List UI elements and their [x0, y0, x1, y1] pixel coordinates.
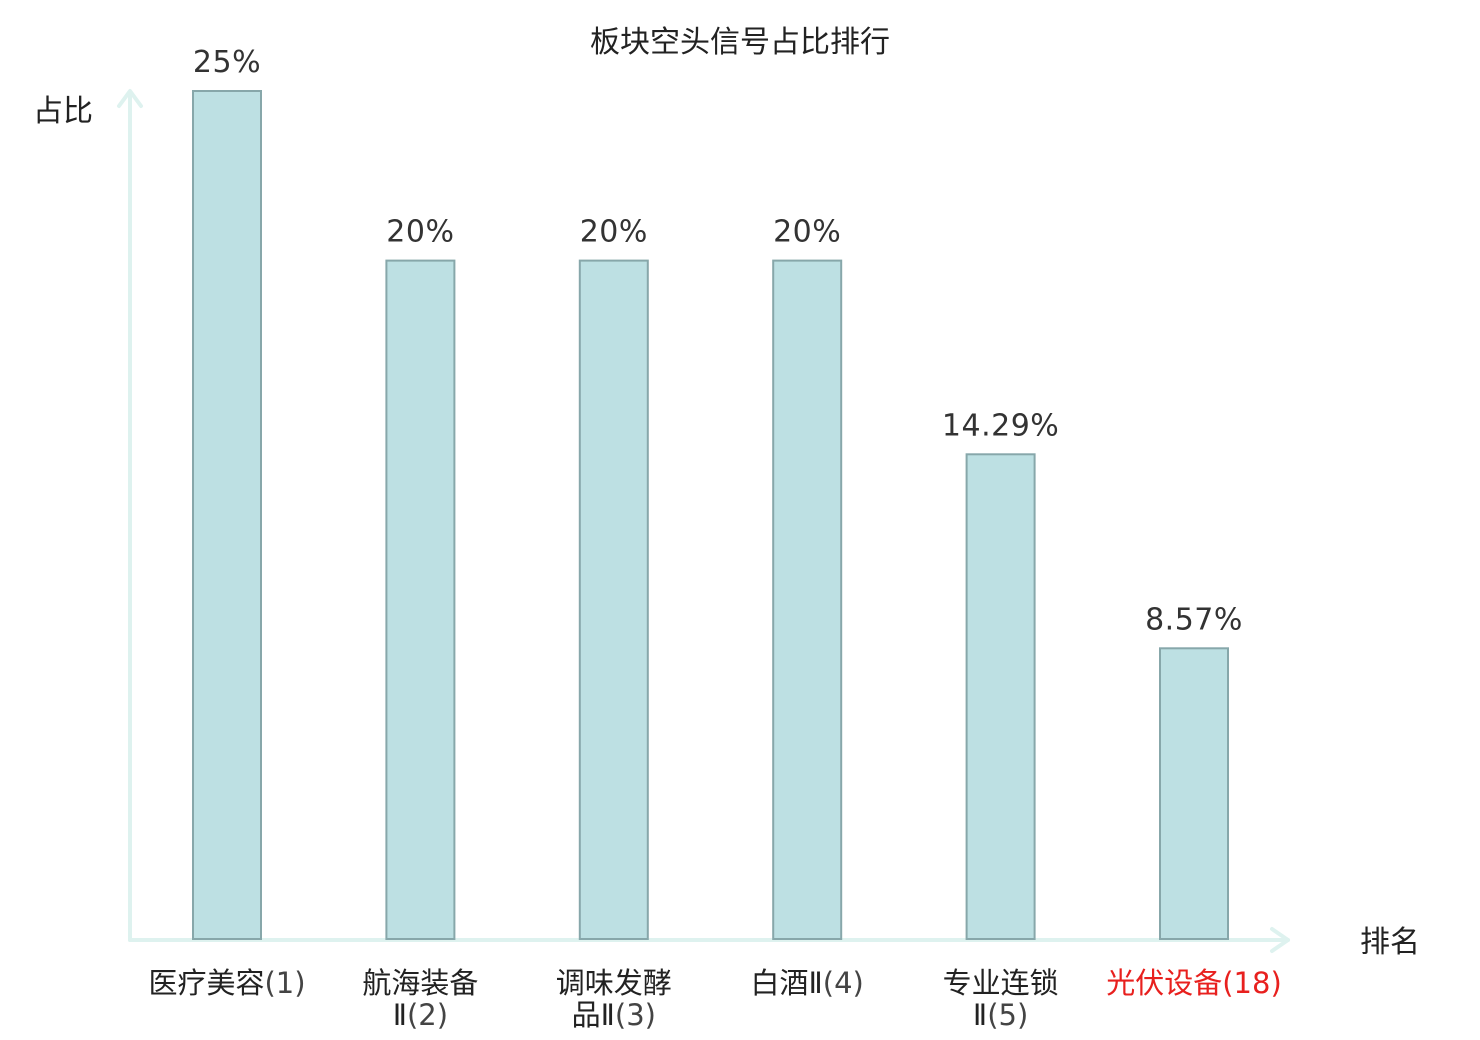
category-labels-group: 医疗美容(1) 航海装备 Ⅱ(2) 调味发酵品Ⅱ(3) 白酒Ⅱ(4) 专业连锁 Ⅱ(5) 光伏…	[148, 966, 1281, 1032]
y-axis-label: 占比	[33, 94, 93, 129]
value-label-5: 14.29%	[942, 408, 1059, 443]
x-axis-label: 排名	[1360, 925, 1420, 960]
y-axis-arrow-icon	[117, 89, 143, 108]
bar-2	[385, 259, 456, 941]
value-label-1: 25%	[193, 45, 261, 80]
axes	[117, 89, 1290, 953]
bar-5	[965, 453, 1036, 940]
value-label-3: 20%	[580, 215, 648, 250]
value-label-4: 20%	[773, 215, 841, 250]
value-labels-group: 25% 20% 20% 20% 14.29% 8.57%	[193, 45, 1243, 637]
category-label-3: 调味发酵品Ⅱ(3)	[556, 966, 672, 1032]
chart-title: 板块空头信号占比排行	[590, 25, 890, 60]
value-label-6: 8.57%	[1145, 602, 1243, 637]
bar-6	[1159, 647, 1229, 940]
bars-group	[192, 90, 1229, 941]
value-label-2: 20%	[386, 215, 454, 250]
category-label-4: 白酒Ⅱ(4)	[751, 966, 864, 1000]
category-label-6: 光伏设备(18)	[1106, 966, 1282, 1000]
x-axis-arrow-icon	[1270, 927, 1290, 953]
bar-1	[192, 90, 262, 940]
category-label-2: 航海装备 Ⅱ(2)	[362, 966, 478, 1032]
category-label-1: 医疗美容(1)	[148, 966, 305, 1000]
category-label-5: 专业连锁 Ⅱ(5)	[943, 966, 1059, 1032]
bar-3	[578, 259, 649, 941]
bar-4	[772, 259, 843, 941]
